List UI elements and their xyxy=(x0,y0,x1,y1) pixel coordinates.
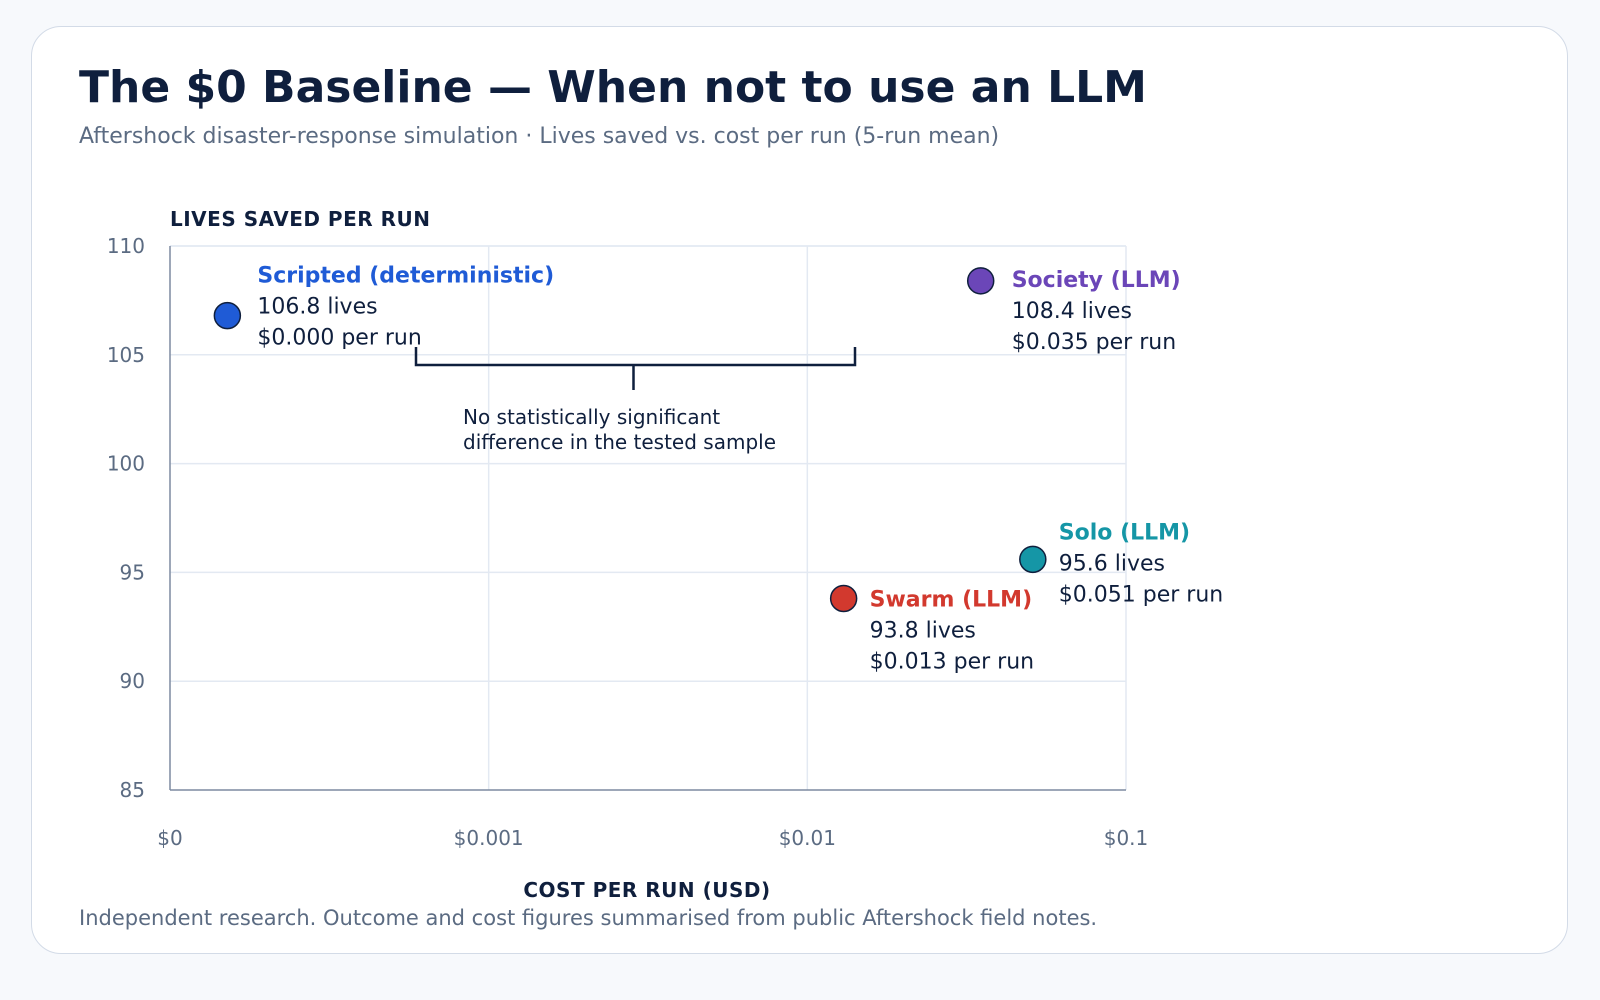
point-cost-label: $0.051 per run xyxy=(1059,582,1223,607)
page-subtitle: Aftershock disaster-response simulation … xyxy=(79,124,1000,149)
point-lives-label: 95.6 lives xyxy=(1059,551,1165,576)
bracket-line xyxy=(414,347,857,390)
y-tick-label: 105 xyxy=(107,343,145,367)
point-cost-label: $0.035 per run xyxy=(1012,330,1176,355)
annotation-line: difference in the tested sample xyxy=(463,430,776,454)
y-tick-label: 95 xyxy=(120,560,145,584)
annotation-line: No statistically significant xyxy=(463,405,720,429)
grid-lines xyxy=(170,245,1127,790)
point-cost-label: $0.013 per run xyxy=(870,650,1034,675)
point-cost-label: $0.000 per run xyxy=(257,326,421,351)
point-lives-label: 108.4 lives xyxy=(1012,299,1132,324)
y-axis-label: LIVES SAVED PER RUN xyxy=(170,207,431,231)
point-name-label: Solo (LLM) xyxy=(1059,520,1190,545)
footer-note: Independent research. Outcome and cost f… xyxy=(79,906,1098,930)
x-axis-label: COST PER RUN (USD) xyxy=(523,878,770,902)
x-tick-label: $0.01 xyxy=(779,826,836,850)
y-tick-label: 100 xyxy=(107,452,145,476)
tick-labels: 85 90 95 100 105 110 $0 $0.001 $0.01 $0.1 xyxy=(107,234,1148,850)
data-point xyxy=(829,584,858,613)
point-name-label: Scripted (deterministic) xyxy=(257,264,554,289)
data-point xyxy=(966,267,995,295)
y-tick-label: 90 xyxy=(120,669,145,693)
point-name-label: Society (LLM) xyxy=(1012,268,1181,293)
page-title: The $0 Baseline — When not to use an LLM xyxy=(79,62,1147,113)
data-point xyxy=(213,301,242,330)
x-tick-label: $0.001 xyxy=(454,826,524,850)
x-tick-label: $0.1 xyxy=(1104,826,1149,850)
x-tick-label: $0 xyxy=(157,826,182,850)
axes xyxy=(169,246,1126,791)
y-tick-label: 110 xyxy=(107,234,145,258)
point-name-label: Swarm (LLM) xyxy=(870,588,1033,613)
point-lives-label: 93.8 lives xyxy=(870,619,976,644)
y-tick-label: 85 xyxy=(120,778,145,802)
chart-card xyxy=(31,26,1568,954)
point-lives-label: 106.8 lives xyxy=(257,295,377,320)
data-point xyxy=(1019,545,1047,574)
data-points: Scripted (deterministic) 106.8 lives $0.00… xyxy=(213,264,1223,675)
